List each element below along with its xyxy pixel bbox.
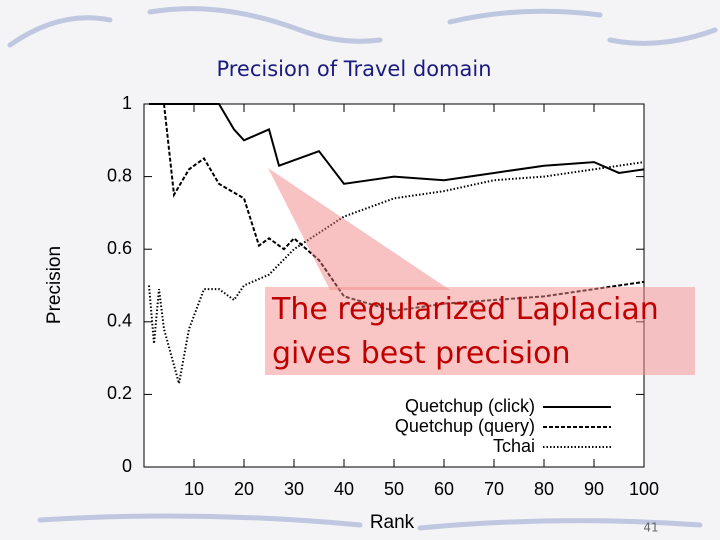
y-tick-label: 0.6 <box>107 238 132 258</box>
x-tick-label: 60 <box>434 479 454 499</box>
callout-pointer <box>268 168 450 290</box>
x-tick-label: 80 <box>534 479 554 499</box>
x-tick-label: 30 <box>284 479 304 499</box>
y-tick-label: 0.8 <box>107 165 132 185</box>
series-line <box>149 103 645 185</box>
decoration <box>7 6 718 531</box>
y-tick-label: 0.2 <box>107 383 132 403</box>
legend-label: Tchai <box>493 436 535 456</box>
slide-number: 41 <box>643 521 658 535</box>
series-line <box>148 161 645 384</box>
x-tick-label: 100 <box>629 479 659 499</box>
legend-label: Quetchup (click) <box>405 396 535 416</box>
x-tick-label: 10 <box>184 479 204 499</box>
x-tick-label: 70 <box>484 479 504 499</box>
annotation: The regularized Laplacian gives best prec… <box>271 292 659 371</box>
y-tick-label: 1 <box>122 93 132 113</box>
x-tick-label: 90 <box>584 479 604 499</box>
x-tick-label: 50 <box>384 479 404 499</box>
chart-title: Precision of Travel domain <box>216 57 491 81</box>
x-axis-label: Rank <box>370 512 415 533</box>
y-tick-label: 0 <box>122 456 132 476</box>
x-tick-label: 40 <box>334 479 354 499</box>
y-axis-label: Precision <box>44 246 65 324</box>
y-tick-label: 0.4 <box>107 311 132 331</box>
x-tick-label: 20 <box>234 479 254 499</box>
legend-label: Quetchup (query) <box>395 416 535 436</box>
callout-box <box>265 287 695 375</box>
